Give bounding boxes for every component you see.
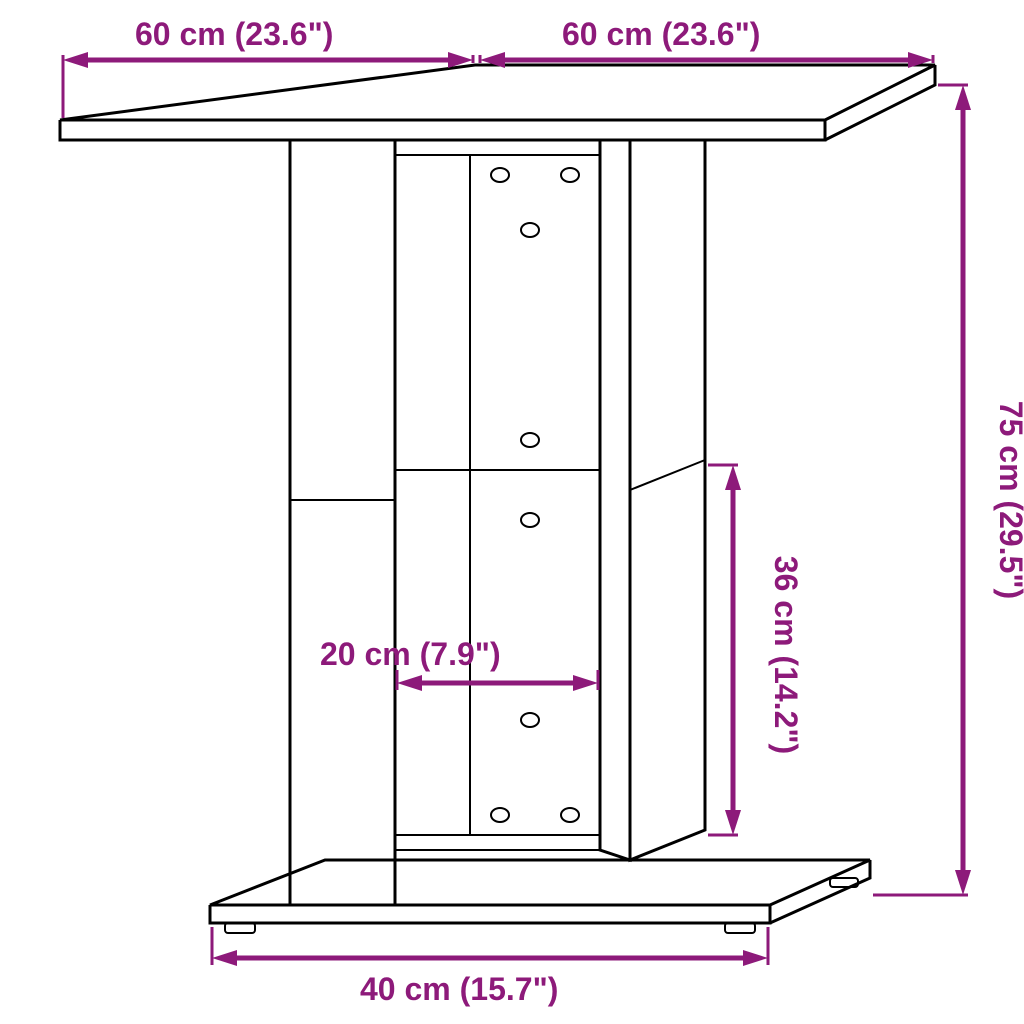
label-shelf-height: 36 cm (14.2") [768,556,804,754]
column-right-panel-side [630,140,705,860]
hole [521,223,539,237]
column-right-panel-front [600,140,630,860]
hole [561,168,579,182]
label-shelf-width: 20 cm (7.9") [320,636,501,672]
label-height: 75 cm (29.5") [993,401,1024,599]
hole [521,713,539,727]
base-front-edge [210,905,770,923]
dim-shelf-width [397,670,598,691]
technical-drawing: 60 cm (23.6") 60 cm (23.6") 75 cm (29.5"… [0,0,1024,1024]
hole [491,808,509,822]
base-top-face [210,860,870,905]
hole [561,808,579,822]
hole [521,433,539,447]
hole [521,513,539,527]
tabletop-right-edge [825,65,935,140]
tabletop-top-face [60,65,935,120]
base-right-edge [770,860,870,923]
dim-base-width [212,927,768,966]
tabletop-front-edge [60,120,825,140]
dim-shelf-height [708,465,741,835]
column-left-panel-front [290,140,395,905]
label-top-depth: 60 cm (23.6") [562,16,760,52]
column-right-shelf-line [630,460,705,490]
label-top-width: 60 cm (23.6") [135,16,333,52]
dim-top-width [63,52,473,118]
hole [491,168,509,182]
dim-height [873,85,971,895]
label-base-width: 40 cm (15.7") [360,971,558,1007]
